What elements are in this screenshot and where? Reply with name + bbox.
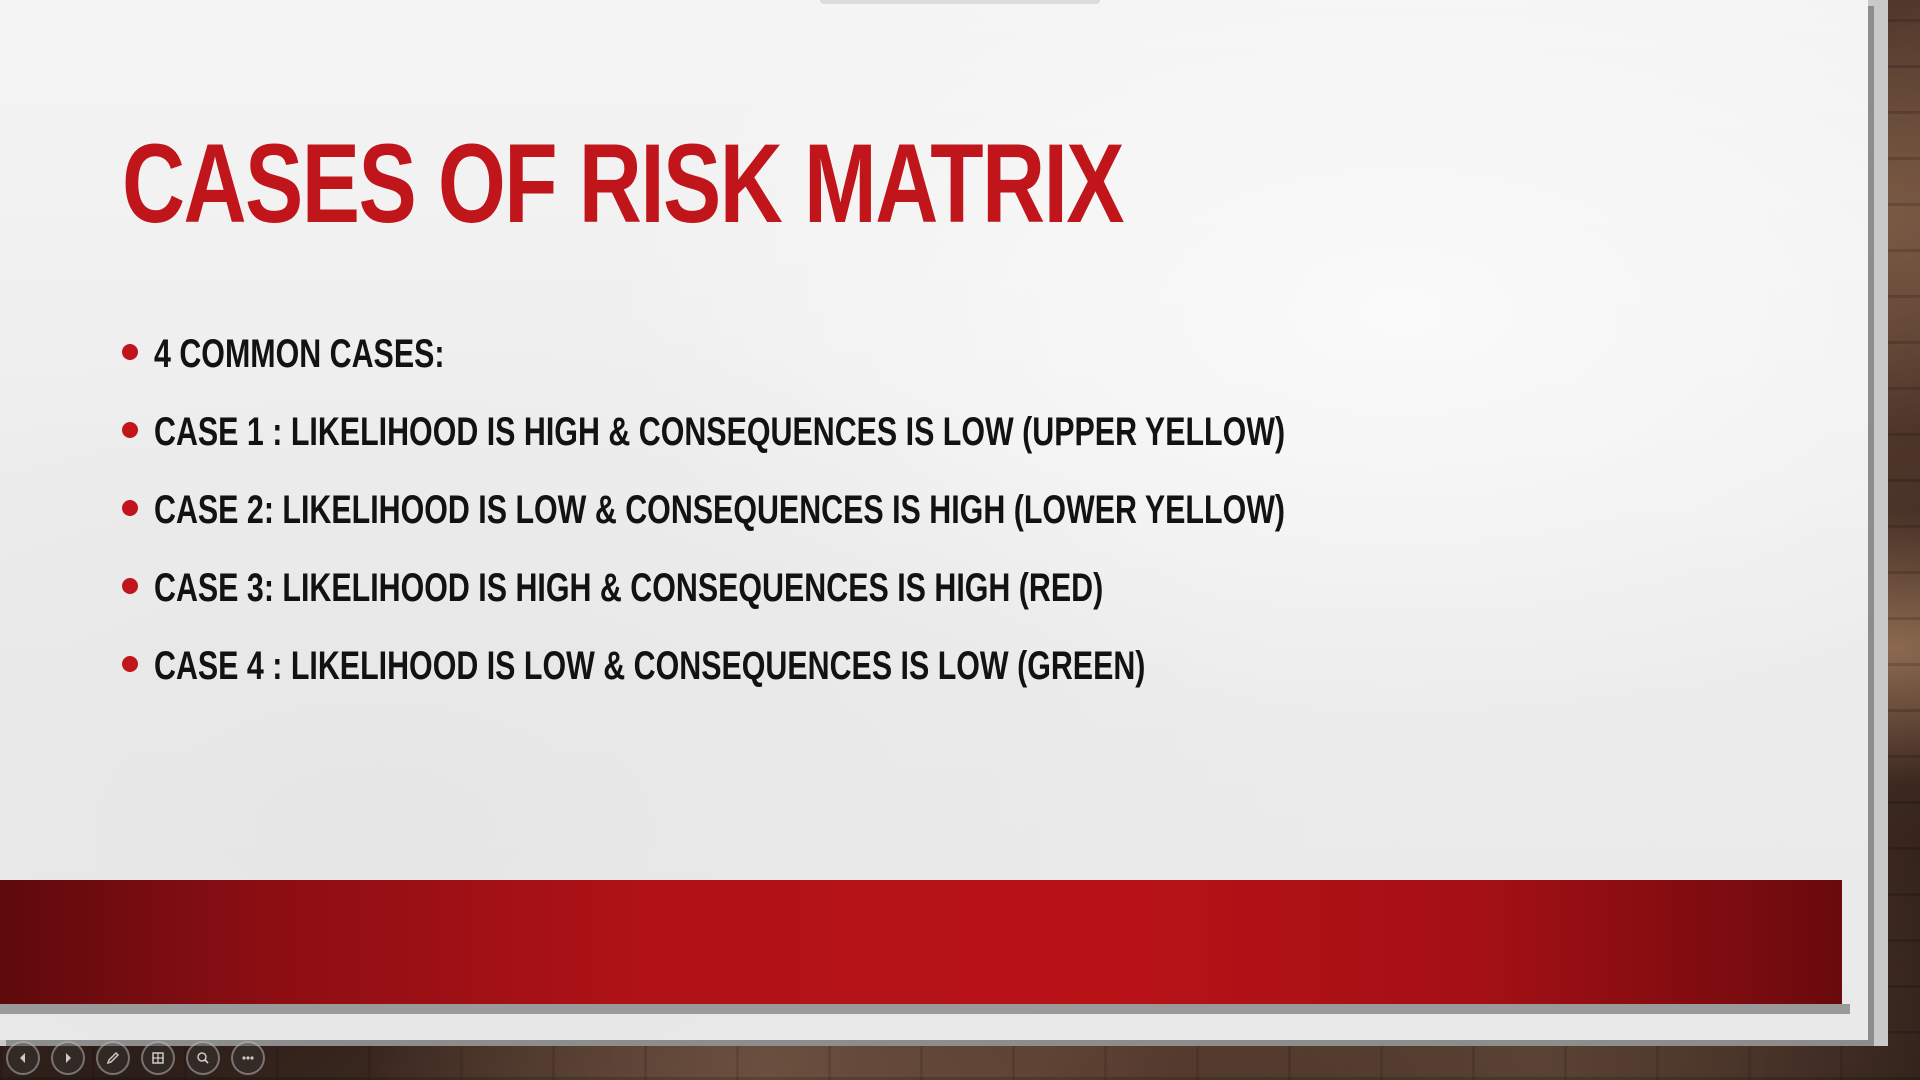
more-options-icon <box>242 1056 254 1060</box>
pen-icon <box>106 1051 120 1065</box>
zoom-icon <box>197 1052 209 1064</box>
bullet-dot-icon <box>122 578 138 594</box>
bullet-dot-icon <box>122 500 138 516</box>
bullet-text: Case 1 : Likelihood is high & consequenc… <box>154 410 1286 454</box>
bullet-item: 4 common cases: <box>122 330 1642 408</box>
next-slide-button[interactable] <box>51 1041 85 1075</box>
bullet-item: Case 2: Likelihood is low & consequences… <box>122 486 1642 564</box>
more-options-button[interactable] <box>231 1041 265 1075</box>
next-slide-icon <box>66 1053 71 1063</box>
bullet-item: Case 1 : Likelihood is high & consequenc… <box>122 408 1642 486</box>
previous-slide-button[interactable] <box>6 1041 40 1075</box>
bullet-dot-icon <box>122 344 138 360</box>
previous-slide-icon <box>20 1053 25 1063</box>
slide-title: Cases of Risk Matrix <box>122 121 1125 246</box>
bullet-text: Case 3: Likelihood is high & consequence… <box>154 566 1104 610</box>
slide-top-notch <box>820 0 1100 4</box>
see-all-slides-button[interactable] <box>141 1041 175 1075</box>
footer-band <box>0 880 1842 1004</box>
bullet-text: Case 2: Likelihood is low & consequences… <box>154 488 1286 532</box>
slideshow-controls <box>6 1040 265 1076</box>
bullet-dot-icon <box>122 656 138 672</box>
slide-grid-icon <box>152 1052 164 1064</box>
pen-tool-button[interactable] <box>96 1041 130 1075</box>
bullet-list: 4 common cases: Case 1 : Likelihood is h… <box>122 330 1642 720</box>
footer-band-shadow <box>0 1004 1850 1014</box>
bullet-item: Case 4 : Likelihood is low & consequence… <box>122 642 1642 720</box>
bullet-dot-icon <box>122 422 138 438</box>
bullet-text: Case 4 : Likelihood is low & consequence… <box>154 644 1146 688</box>
slide: Cases of Risk Matrix 4 common cases: Cas… <box>0 0 1868 1040</box>
bullet-text: 4 common cases: <box>154 332 445 376</box>
bullet-item: Case 3: Likelihood is high & consequence… <box>122 564 1642 642</box>
zoom-button[interactable] <box>186 1041 220 1075</box>
